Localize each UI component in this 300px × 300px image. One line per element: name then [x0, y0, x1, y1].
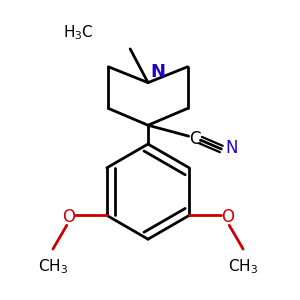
Text: H$_3$C: H$_3$C	[63, 24, 94, 42]
Text: C: C	[189, 130, 200, 148]
Text: O: O	[62, 208, 75, 226]
Text: CH$_3$: CH$_3$	[228, 257, 258, 276]
Text: CH$_3$: CH$_3$	[38, 257, 68, 276]
Text: N: N	[150, 63, 165, 81]
Text: O: O	[221, 208, 234, 226]
Text: N: N	[225, 139, 238, 157]
